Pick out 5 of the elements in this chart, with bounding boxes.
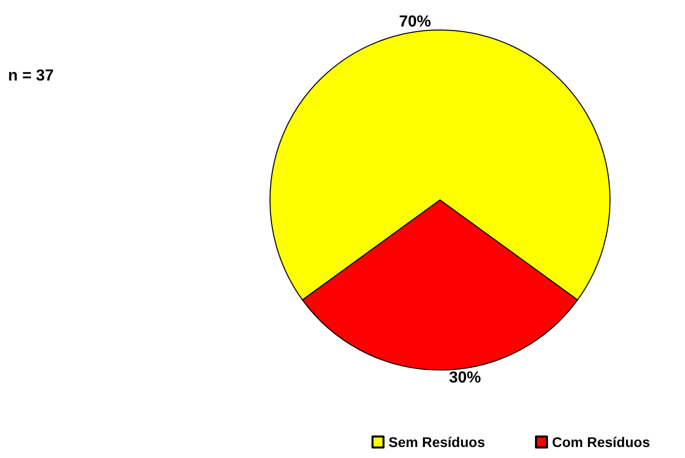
legend-label: Sem Resíduos [388, 434, 486, 450]
text: n = 37 [8, 68, 54, 84]
data-label: 70% [398, 14, 431, 30]
legend-label: Com Resíduos [552, 434, 650, 450]
data-label: 30% [449, 370, 482, 386]
